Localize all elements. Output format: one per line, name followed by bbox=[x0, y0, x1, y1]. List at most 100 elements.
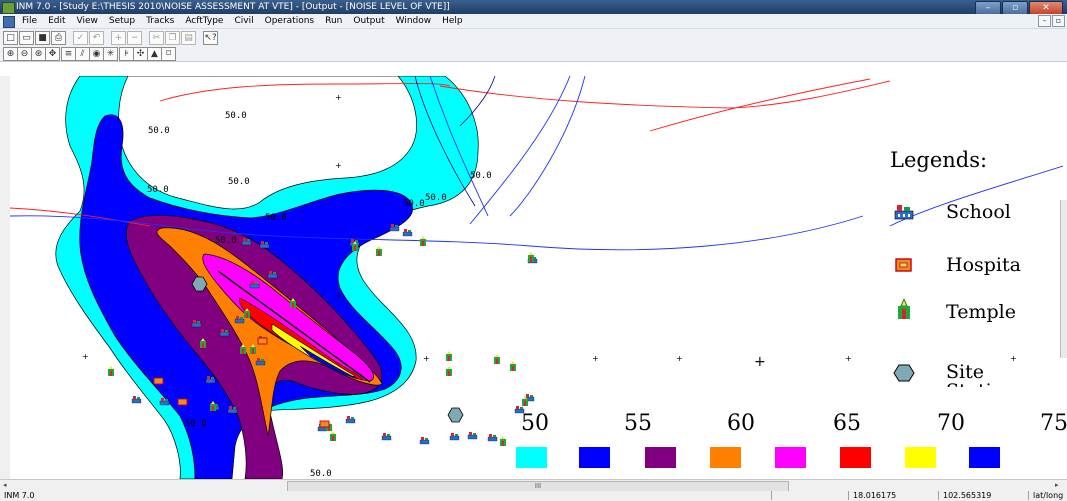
undo-icon: ↶ bbox=[92, 33, 101, 43]
menu-operations[interactable]: Operations bbox=[264, 16, 315, 26]
menu-output[interactable]: Output bbox=[353, 16, 385, 26]
remove-button[interactable]: − bbox=[127, 31, 142, 45]
menu-acfttype[interactable]: AcftType bbox=[185, 16, 224, 26]
minimize-button[interactable]: – bbox=[975, 1, 1001, 15]
school-icon[interactable] bbox=[131, 396, 142, 404]
menu-help[interactable]: Help bbox=[442, 16, 463, 26]
site-station-icon[interactable] bbox=[191, 276, 208, 292]
menu-file[interactable]: File bbox=[22, 16, 38, 26]
school-icon[interactable] bbox=[249, 281, 260, 289]
hospital-icon[interactable] bbox=[257, 337, 268, 345]
frame-button[interactable]: ⌑ bbox=[161, 47, 176, 61]
hospital-icon[interactable] bbox=[319, 420, 330, 428]
add-button[interactable]: + bbox=[111, 31, 126, 45]
temple-icon[interactable] bbox=[446, 351, 452, 361]
school-icon[interactable] bbox=[419, 437, 430, 445]
school-icon[interactable] bbox=[227, 406, 238, 414]
tracks-button[interactable]: ⫽ bbox=[75, 47, 90, 61]
temple-icon[interactable] bbox=[244, 308, 250, 318]
menu-edit[interactable]: Edit bbox=[48, 16, 66, 26]
network-icon: ✣ bbox=[136, 49, 145, 59]
open-button[interactable]: ▭ bbox=[19, 31, 34, 45]
school-icon[interactable] bbox=[514, 406, 525, 414]
school-icon[interactable] bbox=[219, 329, 230, 337]
copy-button[interactable]: ❐ bbox=[165, 31, 180, 45]
scale-swatch bbox=[775, 447, 806, 468]
scroll-right-arrow[interactable]: ▸ bbox=[1055, 481, 1059, 489]
temple-icon[interactable] bbox=[376, 246, 382, 256]
new-button[interactable]: □ bbox=[3, 31, 18, 45]
school-icon[interactable] bbox=[255, 358, 266, 366]
zoom-in-button[interactable]: ⊕ bbox=[3, 47, 18, 61]
legend-temple-label: Temple bbox=[946, 303, 1016, 323]
save-button[interactable]: ■ bbox=[35, 31, 50, 45]
points-button[interactable]: ✳ bbox=[103, 47, 118, 61]
school-icon[interactable] bbox=[234, 316, 245, 324]
grid-button[interactable]: ≡ bbox=[61, 47, 76, 61]
check-button[interactable]: ✓ bbox=[73, 31, 88, 45]
temple-icon[interactable] bbox=[290, 298, 296, 308]
menu-window[interactable]: Window bbox=[395, 16, 432, 26]
contour-label: 50.0 bbox=[148, 126, 170, 136]
school-icon[interactable] bbox=[402, 229, 413, 237]
print-button[interactable]: ⎙ bbox=[51, 31, 66, 45]
menu-run[interactable]: Run bbox=[325, 16, 343, 26]
vertical-scrollbar[interactable] bbox=[1060, 200, 1067, 358]
mdi-restore-button[interactable]: ▫ bbox=[1052, 15, 1065, 27]
temple-icon[interactable] bbox=[108, 366, 114, 376]
school-icon[interactable] bbox=[159, 398, 170, 406]
scroll-left-arrow[interactable]: ◂ bbox=[3, 481, 7, 489]
temple-icon[interactable] bbox=[522, 396, 528, 406]
temple-icon[interactable] bbox=[528, 252, 534, 262]
contour-button[interactable]: ◉ bbox=[89, 47, 104, 61]
temple-icon[interactable] bbox=[500, 436, 506, 446]
runway-button[interactable]: ⊧ bbox=[119, 47, 134, 61]
close-button[interactable]: ✕ bbox=[1029, 1, 1063, 15]
zoom-window-button[interactable]: ⊛ bbox=[31, 47, 46, 61]
school-icon[interactable] bbox=[487, 434, 498, 442]
document-icon[interactable] bbox=[3, 16, 15, 28]
menu-tracks[interactable]: Tracks bbox=[146, 16, 175, 26]
noise-contour-map[interactable]: 50.0 50.0 50.0 50.0 50.0 50.0 50.0 50.0 … bbox=[10, 76, 1063, 479]
network-button[interactable]: ✣ bbox=[133, 47, 148, 61]
school-icon[interactable] bbox=[241, 238, 252, 246]
school-icon[interactable] bbox=[381, 433, 392, 441]
temple-icon[interactable] bbox=[446, 366, 452, 376]
mdi-minimize-button[interactable]: – bbox=[1038, 15, 1051, 27]
temple-icon[interactable] bbox=[200, 338, 206, 348]
temple-icon[interactable] bbox=[510, 361, 516, 371]
school-icon[interactable] bbox=[191, 320, 202, 328]
menu-setup[interactable]: Setup bbox=[108, 16, 136, 26]
school-icon[interactable] bbox=[259, 241, 270, 249]
temple-icon[interactable] bbox=[210, 401, 216, 411]
save-icon: ■ bbox=[38, 33, 47, 43]
site-station-icon[interactable] bbox=[447, 407, 464, 423]
zoom-out-button[interactable]: ⊖ bbox=[17, 47, 32, 61]
terrain-button[interactable]: ▲ bbox=[147, 47, 162, 61]
menu-civil[interactable]: Civil bbox=[234, 16, 254, 26]
temple-icon[interactable] bbox=[352, 241, 358, 251]
undo-button[interactable]: ↶ bbox=[89, 31, 104, 45]
help-pointer-button[interactable]: ↖? bbox=[203, 31, 218, 45]
temple-icon[interactable] bbox=[420, 236, 426, 246]
cut-button[interactable]: ✂ bbox=[149, 31, 164, 45]
temple-icon[interactable] bbox=[494, 354, 500, 364]
school-icon[interactable] bbox=[389, 224, 400, 232]
school-icon[interactable] bbox=[205, 376, 216, 384]
temple-icon[interactable] bbox=[240, 344, 246, 354]
scale-swatch bbox=[645, 447, 676, 468]
school-icon[interactable] bbox=[267, 271, 278, 279]
menu-view[interactable]: View bbox=[76, 16, 98, 26]
contour-label: 50.0 bbox=[265, 213, 287, 223]
pan-button[interactable]: ✥ bbox=[45, 47, 60, 61]
school-icon[interactable] bbox=[449, 433, 460, 441]
school-icon[interactable] bbox=[467, 432, 478, 440]
school-icon[interactable] bbox=[345, 416, 356, 424]
contour-label: 50.0 bbox=[147, 185, 169, 195]
hospital-icon[interactable] bbox=[177, 398, 188, 406]
temple-icon[interactable] bbox=[330, 431, 336, 441]
maximize-button[interactable]: ▫ bbox=[1002, 1, 1028, 15]
temple-icon[interactable] bbox=[250, 344, 256, 354]
hospital-icon[interactable] bbox=[153, 377, 164, 385]
paste-button[interactable]: ▤ bbox=[181, 31, 196, 45]
